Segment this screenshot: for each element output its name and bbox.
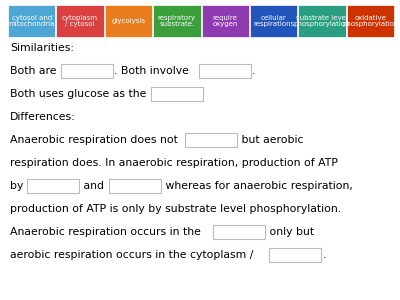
Text: . Both involve: . Both involve [114, 66, 192, 76]
Text: .: . [323, 250, 326, 260]
Text: Similarities:: Similarities: [10, 43, 74, 53]
Text: production of ATP is only by substrate level phosphorylation.: production of ATP is only by substrate l… [10, 204, 341, 214]
Bar [347, 5, 394, 37]
Bar [269, 248, 321, 262]
Text: respiratory
substrate.: respiratory substrate. [158, 15, 196, 27]
Text: substrate level
phosphorylation: substrate level phosphorylation [294, 15, 350, 27]
Text: glycolysis: glycolysis [112, 18, 146, 24]
Bar [250, 5, 297, 37]
Text: Anaerobic respiration occurs in the: Anaerobic respiration occurs in the [10, 227, 204, 237]
Text: .: . [252, 66, 256, 76]
Text: Differences:: Differences: [10, 112, 76, 122]
Text: aerobic respiration occurs in the cytoplasm /: aerobic respiration occurs in the cytopl… [10, 250, 257, 260]
Bar [105, 5, 152, 37]
Text: respiration does. In anaerobic respiration, production of ATP: respiration does. In anaerobic respirati… [10, 158, 338, 168]
Text: require
oxygen: require oxygen [212, 15, 238, 27]
Bar [298, 5, 346, 37]
Bar [56, 5, 104, 37]
Text: cytoplasm
/ cytosol: cytoplasm / cytosol [62, 15, 98, 27]
Bar [199, 64, 251, 78]
Text: oxidative
phosphorylation: oxidative phosphorylation [342, 15, 399, 27]
Bar [8, 5, 55, 37]
Text: cytosol and
mitochondria: cytosol and mitochondria [8, 15, 55, 27]
Bar [213, 225, 265, 239]
Text: whereas for anaerobic respiration,: whereas for anaerobic respiration, [162, 181, 353, 191]
Text: only but: only but [266, 227, 314, 237]
Text: but aerobic: but aerobic [238, 135, 304, 145]
Text: by: by [10, 181, 27, 191]
Bar [108, 179, 160, 193]
Text: Anaerobic respiration does not: Anaerobic respiration does not [10, 135, 181, 145]
Bar [61, 64, 113, 78]
Text: cellular
respirations: cellular respirations [253, 15, 294, 27]
Bar [185, 133, 237, 147]
Text: and: and [80, 181, 108, 191]
Bar [151, 87, 203, 101]
Bar [153, 5, 200, 37]
Text: Both are: Both are [10, 66, 60, 76]
Bar [27, 179, 79, 193]
Bar [202, 5, 249, 37]
Text: Both uses glucose as the: Both uses glucose as the [10, 89, 150, 99]
